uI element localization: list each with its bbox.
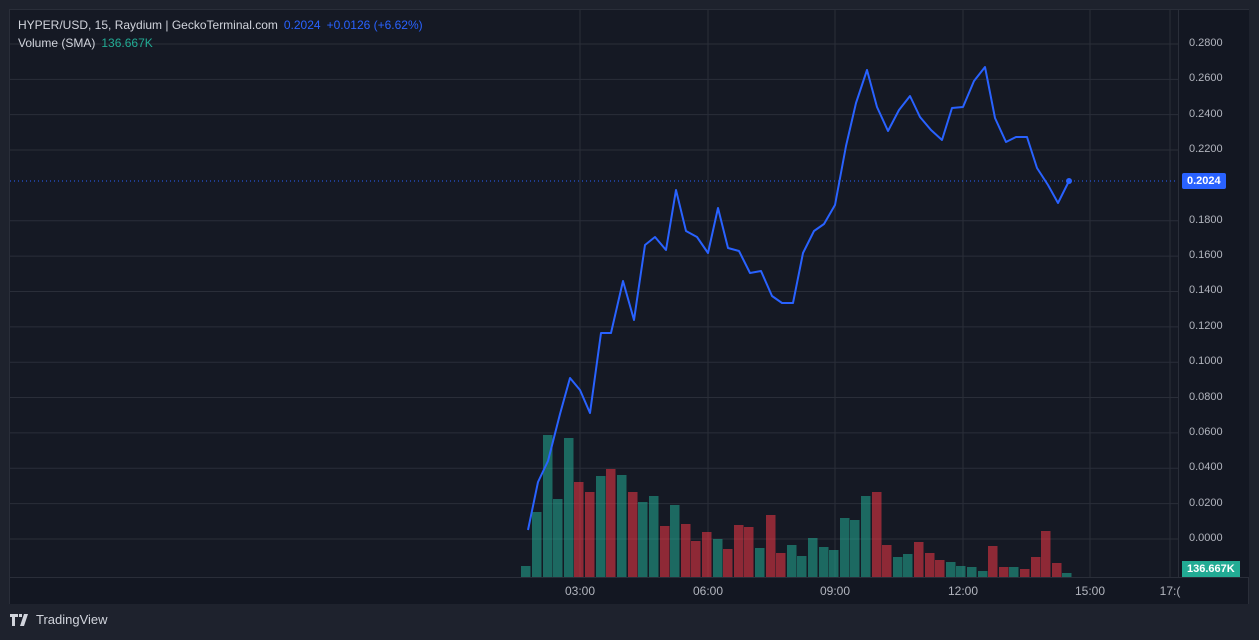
volume-bar bbox=[1052, 563, 1062, 577]
price-tick: 0.0800 bbox=[1189, 390, 1223, 403]
volume-bar bbox=[787, 545, 797, 577]
price-tick: 0.1800 bbox=[1189, 213, 1223, 226]
time-tick: 12:00 bbox=[947, 584, 979, 598]
time-tick: 17:( bbox=[1159, 584, 1181, 598]
tradingview-logo-icon bbox=[10, 613, 28, 626]
volume-bar bbox=[797, 556, 807, 577]
brand-label: TradingView bbox=[36, 612, 108, 627]
volume-bar bbox=[585, 492, 595, 577]
volume-bar bbox=[903, 554, 913, 577]
volume-bar bbox=[638, 502, 648, 577]
volume-bar bbox=[914, 542, 924, 577]
volume-bar bbox=[681, 524, 691, 577]
legend-volume-label: Volume (SMA) bbox=[18, 36, 96, 50]
price-tick: 0.0400 bbox=[1189, 461, 1223, 474]
price-tick: 0.1200 bbox=[1189, 319, 1223, 332]
volume-bar bbox=[574, 482, 584, 577]
volume-bar bbox=[946, 562, 956, 577]
volume-bar bbox=[553, 499, 563, 577]
price-axis[interactable]: 0.2800 0.2600 0.2400 0.2200 0.1800 0.1600 0.14… bbox=[1178, 10, 1249, 577]
chart-plot-area[interactable] bbox=[10, 10, 1178, 577]
volume-bar bbox=[829, 550, 839, 577]
volume-bar bbox=[766, 515, 776, 577]
volume-bar bbox=[660, 526, 670, 577]
volume-bar bbox=[734, 525, 744, 577]
volume-bar bbox=[819, 547, 829, 577]
volume-bar bbox=[925, 553, 935, 577]
volume-bar bbox=[1031, 557, 1041, 577]
legend-change: +0.0126 (+6.62%) bbox=[326, 18, 423, 32]
price-line bbox=[527, 66, 1070, 531]
volume-bar bbox=[935, 560, 945, 577]
chart-legend: HYPER/USD, 15, Raydium | GeckoTerminal.c… bbox=[18, 16, 423, 52]
volume-bar bbox=[713, 539, 723, 577]
volume-bar bbox=[723, 549, 733, 577]
volume-bar bbox=[755, 548, 765, 577]
volume-bar bbox=[617, 475, 627, 577]
legend-symbol: HYPER/USD, 15, Raydium | GeckoTerminal.c… bbox=[18, 18, 278, 32]
volume-bar bbox=[564, 438, 574, 577]
price-tick: 0.2800 bbox=[1189, 36, 1223, 49]
price-tick: 0.2400 bbox=[1189, 107, 1223, 120]
time-tick: 06:00 bbox=[692, 584, 724, 598]
price-tick: 0.1400 bbox=[1189, 284, 1223, 297]
price-tick: 0.0200 bbox=[1189, 496, 1223, 509]
volume-bar bbox=[702, 532, 712, 577]
volume-bar bbox=[872, 492, 882, 577]
volume-bar bbox=[978, 571, 988, 577]
volume-bar bbox=[628, 492, 638, 577]
legend-volume-value: 136.667K bbox=[101, 36, 153, 50]
volume-bar bbox=[840, 518, 850, 577]
volume-bar bbox=[808, 538, 818, 577]
price-tick: 0.0600 bbox=[1189, 425, 1223, 438]
volume-bar bbox=[893, 557, 903, 577]
volume-bar bbox=[596, 476, 606, 577]
volume-bar bbox=[999, 567, 1009, 577]
legend-volume-series[interactable]: Volume (SMA) 136.667K bbox=[18, 34, 423, 52]
volume-bar bbox=[967, 567, 977, 577]
volume-bar bbox=[744, 527, 754, 577]
price-tick: 0.2600 bbox=[1189, 72, 1223, 85]
price-tick: 0.2200 bbox=[1189, 143, 1223, 156]
legend-price: 0.2024 bbox=[283, 18, 321, 32]
volume-bar bbox=[543, 435, 553, 577]
volume-bar bbox=[1020, 569, 1030, 577]
volume-bar bbox=[1009, 567, 1019, 577]
last-price-dot bbox=[1066, 178, 1072, 184]
volume-bar bbox=[776, 553, 786, 577]
volume-bar bbox=[988, 546, 998, 577]
volume-bar bbox=[956, 566, 966, 577]
last-price-label: 0.2024 bbox=[1182, 173, 1226, 189]
volume-bar bbox=[861, 496, 871, 577]
tradingview-logo[interactable]: TradingView bbox=[10, 612, 108, 627]
time-tick: 03:00 bbox=[564, 584, 596, 598]
volume-value-badge: 136.667K bbox=[1182, 561, 1240, 577]
price-chart-svg bbox=[10, 10, 1178, 577]
price-tick: 0.1000 bbox=[1189, 355, 1223, 368]
price-tick: 0.1600 bbox=[1189, 249, 1223, 262]
volume-bar bbox=[1041, 531, 1051, 577]
volume-bar bbox=[606, 469, 616, 577]
volume-bar bbox=[882, 545, 892, 577]
price-tick: 0.0000 bbox=[1189, 532, 1223, 544]
time-tick: 09:00 bbox=[819, 584, 851, 598]
volume-bar bbox=[1062, 573, 1072, 577]
time-tick: 15:00 bbox=[1074, 584, 1106, 598]
time-axis[interactable]: 03:00 06:00 09:00 12:00 15:00 17:( bbox=[10, 577, 1248, 604]
volume-bar bbox=[691, 541, 701, 577]
volume-bar bbox=[532, 512, 542, 577]
volume-bar bbox=[649, 496, 659, 577]
legend-main-series[interactable]: HYPER/USD, 15, Raydium | GeckoTerminal.c… bbox=[18, 16, 423, 34]
volume-bar bbox=[521, 566, 531, 577]
volume-bar bbox=[670, 505, 680, 577]
volume-bar bbox=[850, 520, 860, 577]
